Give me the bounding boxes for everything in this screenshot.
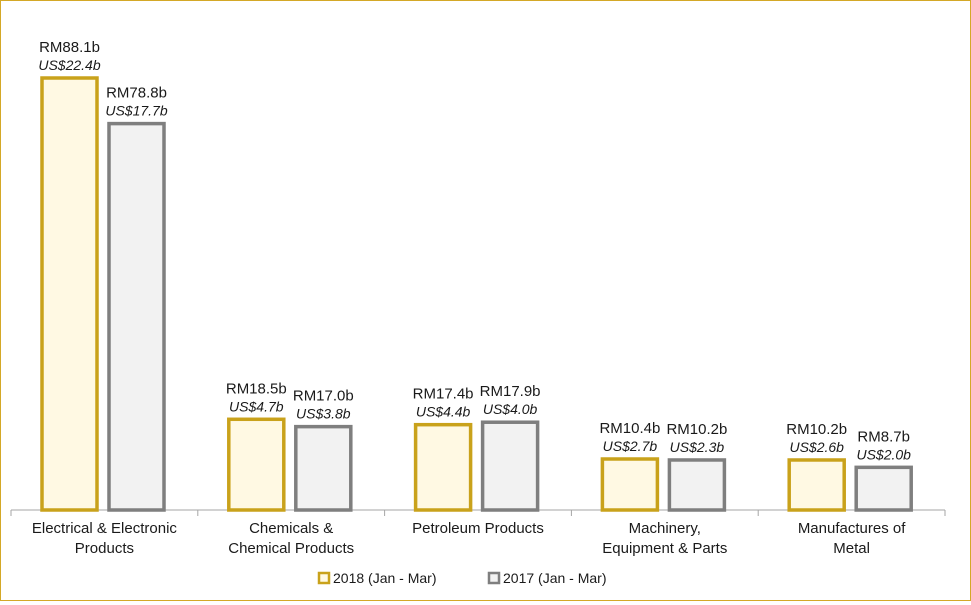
value-label-usd: US$2.6b [789, 439, 844, 455]
legend-label-2017: 2017 (Jan - Mar) [503, 570, 606, 586]
category-label: Manufactures of Metal [798, 520, 906, 557]
value-label-rm: RM17.4b [413, 386, 474, 403]
category-label: Chemicals & Chemical Products [228, 520, 354, 557]
value-label-usd: US$2.0b [856, 446, 911, 462]
category-labels-group: Electrical & Electronic Products Chemicals… [10, 510, 946, 557]
bar-2017-1 [294, 424, 353, 512]
category-label-line: Equipment & Parts [602, 540, 727, 557]
value-label-usd: US$4.7b [229, 398, 284, 414]
value-label-rm: RM78.8b [106, 85, 167, 102]
value-labels-group: RM88.1bUS$22.4bRM78.8bUS$17.7bRM18.5bUS$… [38, 39, 911, 462]
value-label-rm: RM10.2b [786, 421, 847, 438]
category-label: Petroleum Products [412, 520, 544, 537]
category-label: Electrical & Electronic Products [32, 520, 178, 557]
bar-2018-1 [227, 417, 286, 512]
legend-swatch-2018 [317, 571, 331, 585]
category-label-line: Manufactures of [798, 520, 906, 537]
value-label-usd: US$4.0b [483, 401, 538, 417]
value-label-usd: US$2.7b [603, 438, 658, 454]
bar-2017-4 [854, 465, 913, 512]
value-label-rm: RM8.7b [857, 428, 910, 445]
bar-2017-0 [107, 121, 166, 512]
value-label-rm: RM10.2b [666, 421, 727, 438]
value-label-rm: RM10.4b [599, 420, 660, 437]
value-label-usd: US$4.4b [416, 404, 471, 420]
legend: 2018 (Jan - Mar) 2017 (Jan - Mar) [317, 570, 606, 586]
bar-2018-3 [600, 457, 660, 512]
value-label-rm: RM88.1b [39, 39, 100, 56]
value-label-usd: US$17.7b [105, 103, 167, 119]
value-label-rm: RM18.5b [226, 380, 287, 397]
value-label-usd: US$3.8b [296, 406, 351, 422]
value-label-rm: RM17.9b [480, 383, 541, 400]
bar-2018-4 [787, 458, 846, 512]
category-label-line: Metal [833, 540, 870, 557]
category-label-line: Chemicals & [249, 520, 333, 537]
bar-2017-3 [667, 458, 727, 512]
value-label-usd: US$22.4b [38, 57, 100, 73]
bar-2018-0 [40, 76, 99, 512]
category-label-line: Machinery, [629, 520, 701, 537]
category-label-line: Products [75, 540, 134, 557]
category-label-line: Chemical Products [228, 540, 354, 557]
bar-2017-2 [480, 420, 540, 512]
category-label-line: Electrical & Electronic [32, 520, 178, 537]
bars-group [40, 76, 913, 512]
bar-2018-2 [413, 422, 473, 512]
category-label-line: Petroleum Products [412, 520, 544, 537]
category-label: Machinery, Equipment & Parts [602, 520, 727, 557]
value-label-rm: RM17.0b [293, 388, 354, 405]
value-label-usd: US$2.3b [670, 439, 725, 455]
legend-label-2018: 2018 (Jan - Mar) [333, 570, 436, 586]
legend-swatch-2017 [487, 571, 501, 585]
